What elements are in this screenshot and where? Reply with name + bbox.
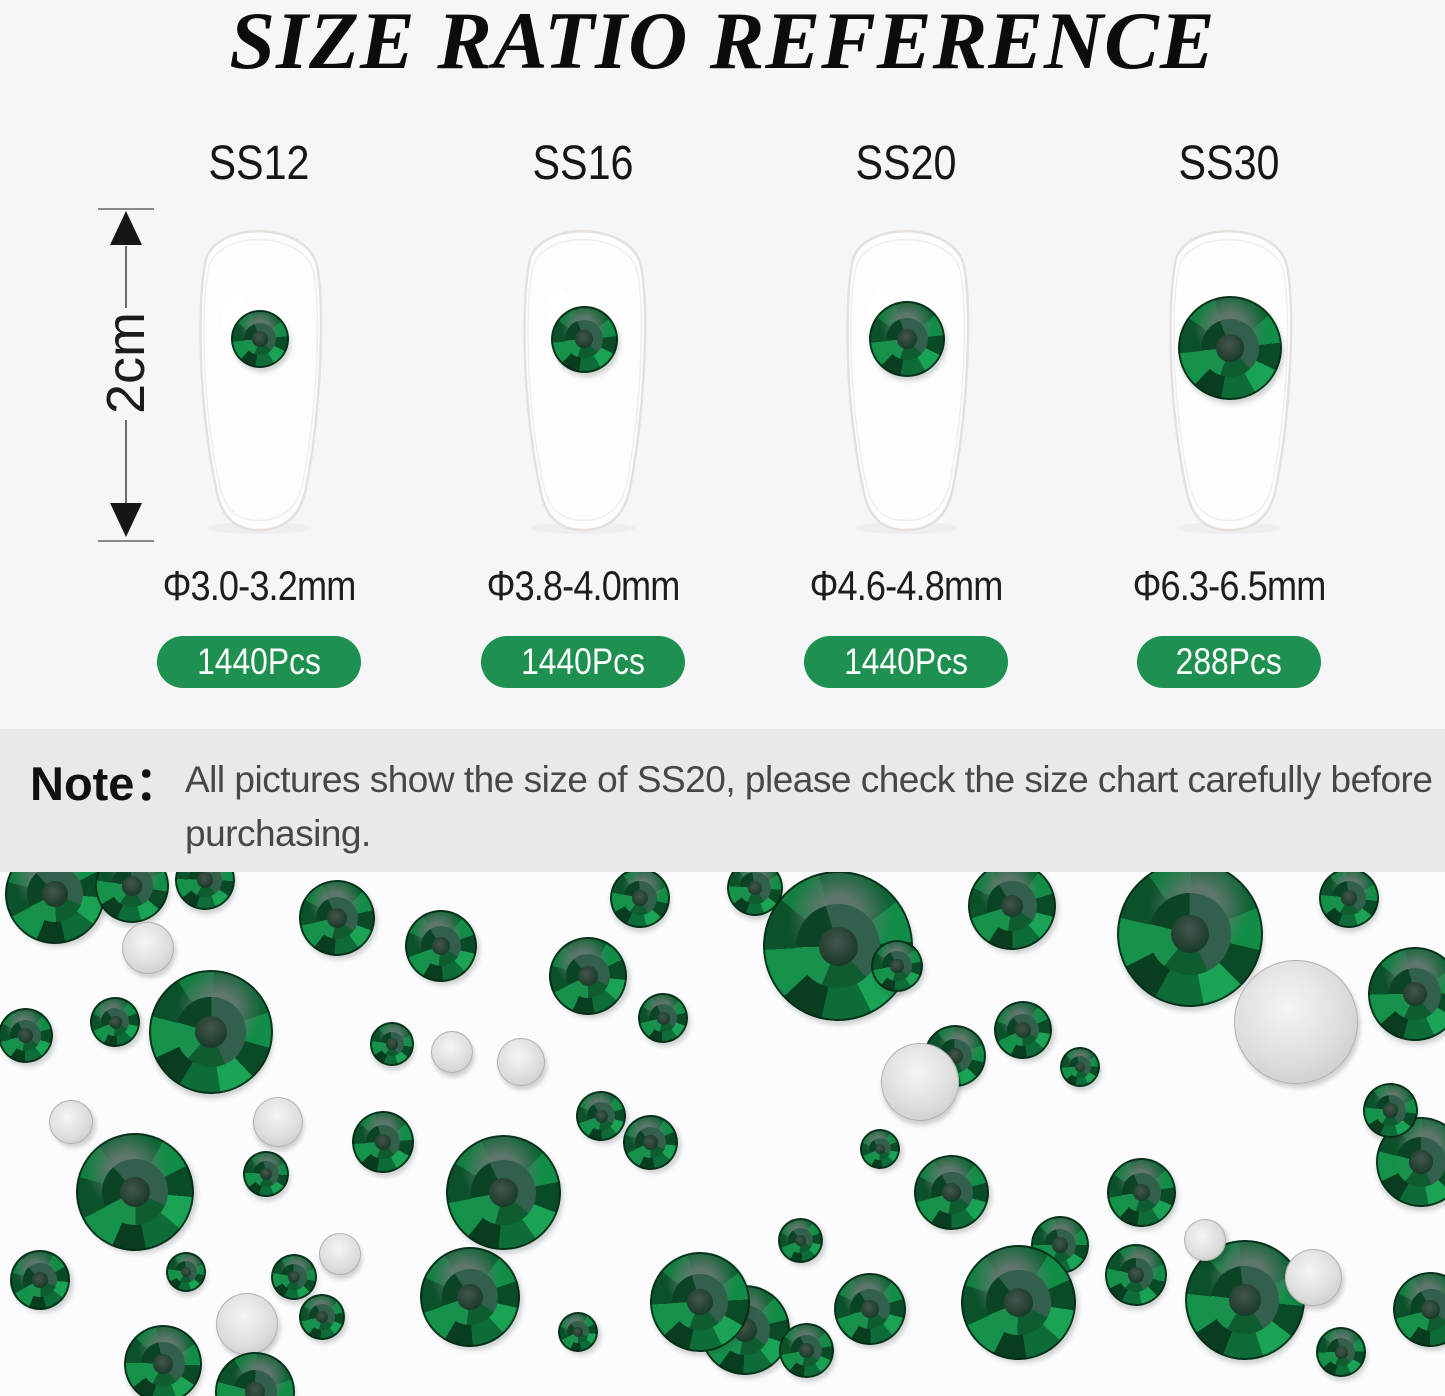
rhinestone xyxy=(1096,1235,1176,1315)
rhinestone xyxy=(635,990,691,1046)
rhinestone xyxy=(84,991,146,1053)
rhinestone xyxy=(827,1266,913,1352)
rhinestones-photo xyxy=(0,872,1445,1396)
rhinestone xyxy=(1313,1324,1369,1380)
rhinestone xyxy=(1364,943,1445,1045)
nail-tip-image xyxy=(199,230,323,534)
size-label: SS12 xyxy=(208,137,310,190)
rhinestone xyxy=(118,1319,208,1396)
count-badge-label: 1440Pcs xyxy=(521,641,645,682)
count-badge-label: 1440Pcs xyxy=(197,641,321,682)
note-bar: Note： All pictures show the size of SS20… xyxy=(0,729,1445,872)
nail-tip xyxy=(818,204,994,536)
rhinestone xyxy=(0,1003,57,1067)
count-badge: 288Pcs xyxy=(1137,636,1321,688)
rhinestone xyxy=(571,1086,631,1146)
ruler-line xyxy=(125,246,127,308)
size-column: SS30 Φ6.3-6.5mm 288Pcs xyxy=(1079,136,1379,696)
nail-tip xyxy=(495,204,671,536)
silver-flatback xyxy=(1283,1247,1343,1307)
rhinestone xyxy=(1313,872,1385,934)
length-ruler: 2cm xyxy=(96,208,160,542)
rhinestone xyxy=(397,902,485,990)
count-badge: 1440Pcs xyxy=(481,636,685,688)
silver-flatback xyxy=(44,1095,98,1149)
rhinestone xyxy=(296,1291,348,1343)
rhinestone xyxy=(1387,1266,1445,1352)
nail-rhinestone xyxy=(550,305,618,373)
nail-rhinestone xyxy=(1178,296,1282,400)
rhinestone xyxy=(440,1129,566,1255)
size-column: SS12 Φ3.0-3.2mm 1440Pcs xyxy=(109,136,409,696)
diameter-label: Φ4.6-4.8mm xyxy=(809,562,1004,609)
rhinestone xyxy=(1104,1155,1178,1229)
rhinestone xyxy=(350,1109,416,1175)
size-label: SS16 xyxy=(532,137,634,190)
rhinestone xyxy=(772,1212,828,1268)
rhinestone xyxy=(986,993,1060,1067)
rhinestone xyxy=(410,1237,530,1357)
rhinestone xyxy=(602,872,678,936)
rhinestone xyxy=(130,951,292,1113)
silver-flatback xyxy=(497,1038,545,1086)
ruler-line xyxy=(125,420,127,503)
page-title: SIZE RATIO REFERENCE xyxy=(229,0,1216,86)
rhinestone xyxy=(855,1124,905,1174)
rhinestone xyxy=(86,872,178,932)
rhinestone xyxy=(0,1240,80,1320)
size-label: SS20 xyxy=(855,137,957,190)
rhinestone xyxy=(1058,1045,1102,1089)
size-column: SS20 Φ4.6-4.8mm 1440Pcs xyxy=(756,136,1056,696)
size-label: SS30 xyxy=(1178,137,1280,190)
nail-tip xyxy=(1141,204,1317,536)
count-badge-label: 1440Pcs xyxy=(844,641,968,682)
nail-rhinestone xyxy=(869,301,945,377)
silver-flatback xyxy=(215,1292,279,1356)
rhinestone xyxy=(239,1147,293,1201)
rhinestone xyxy=(960,872,1064,958)
silver-flatback xyxy=(121,921,175,975)
arrow-up-icon xyxy=(110,211,142,245)
silver-flatback xyxy=(428,1028,476,1076)
rhinestone xyxy=(552,1306,604,1358)
ruler-bottom-cap xyxy=(98,540,154,542)
rhinestone xyxy=(907,1148,995,1236)
note-label: Note： xyxy=(30,757,182,810)
arrow-down-icon xyxy=(110,503,142,537)
rhinestone xyxy=(538,926,638,1026)
rhinestone xyxy=(295,876,379,960)
count-badge: 1440Pcs xyxy=(157,636,361,688)
diameter-label: Φ3.8-4.0mm xyxy=(486,562,681,609)
count-badge-label: 288Pcs xyxy=(1175,641,1283,682)
note-text: All pictures show the size of SS20, plea… xyxy=(185,759,1433,854)
size-columns: SS12 Φ3.0-3.2mm 1440Pcs SS16 Φ3 xyxy=(0,136,1445,696)
diameter-label: Φ6.3-6.5mm xyxy=(1132,562,1327,609)
diameter-label: Φ3.0-3.2mm xyxy=(162,562,357,609)
nail-tip xyxy=(171,204,347,536)
silver-flatback xyxy=(1231,957,1361,1087)
rhinestone xyxy=(171,872,239,914)
ruler-top-cap xyxy=(98,208,154,210)
size-column: SS16 Φ3.8-4.0mm 1440Pcs xyxy=(433,136,733,696)
silver-flatback xyxy=(315,1229,365,1279)
rhinestone xyxy=(365,1017,419,1071)
rhinestone xyxy=(161,1247,211,1297)
nail-rhinestone xyxy=(231,310,289,368)
count-badge: 1440Pcs xyxy=(804,636,1008,688)
silver-flatback xyxy=(247,1091,309,1153)
